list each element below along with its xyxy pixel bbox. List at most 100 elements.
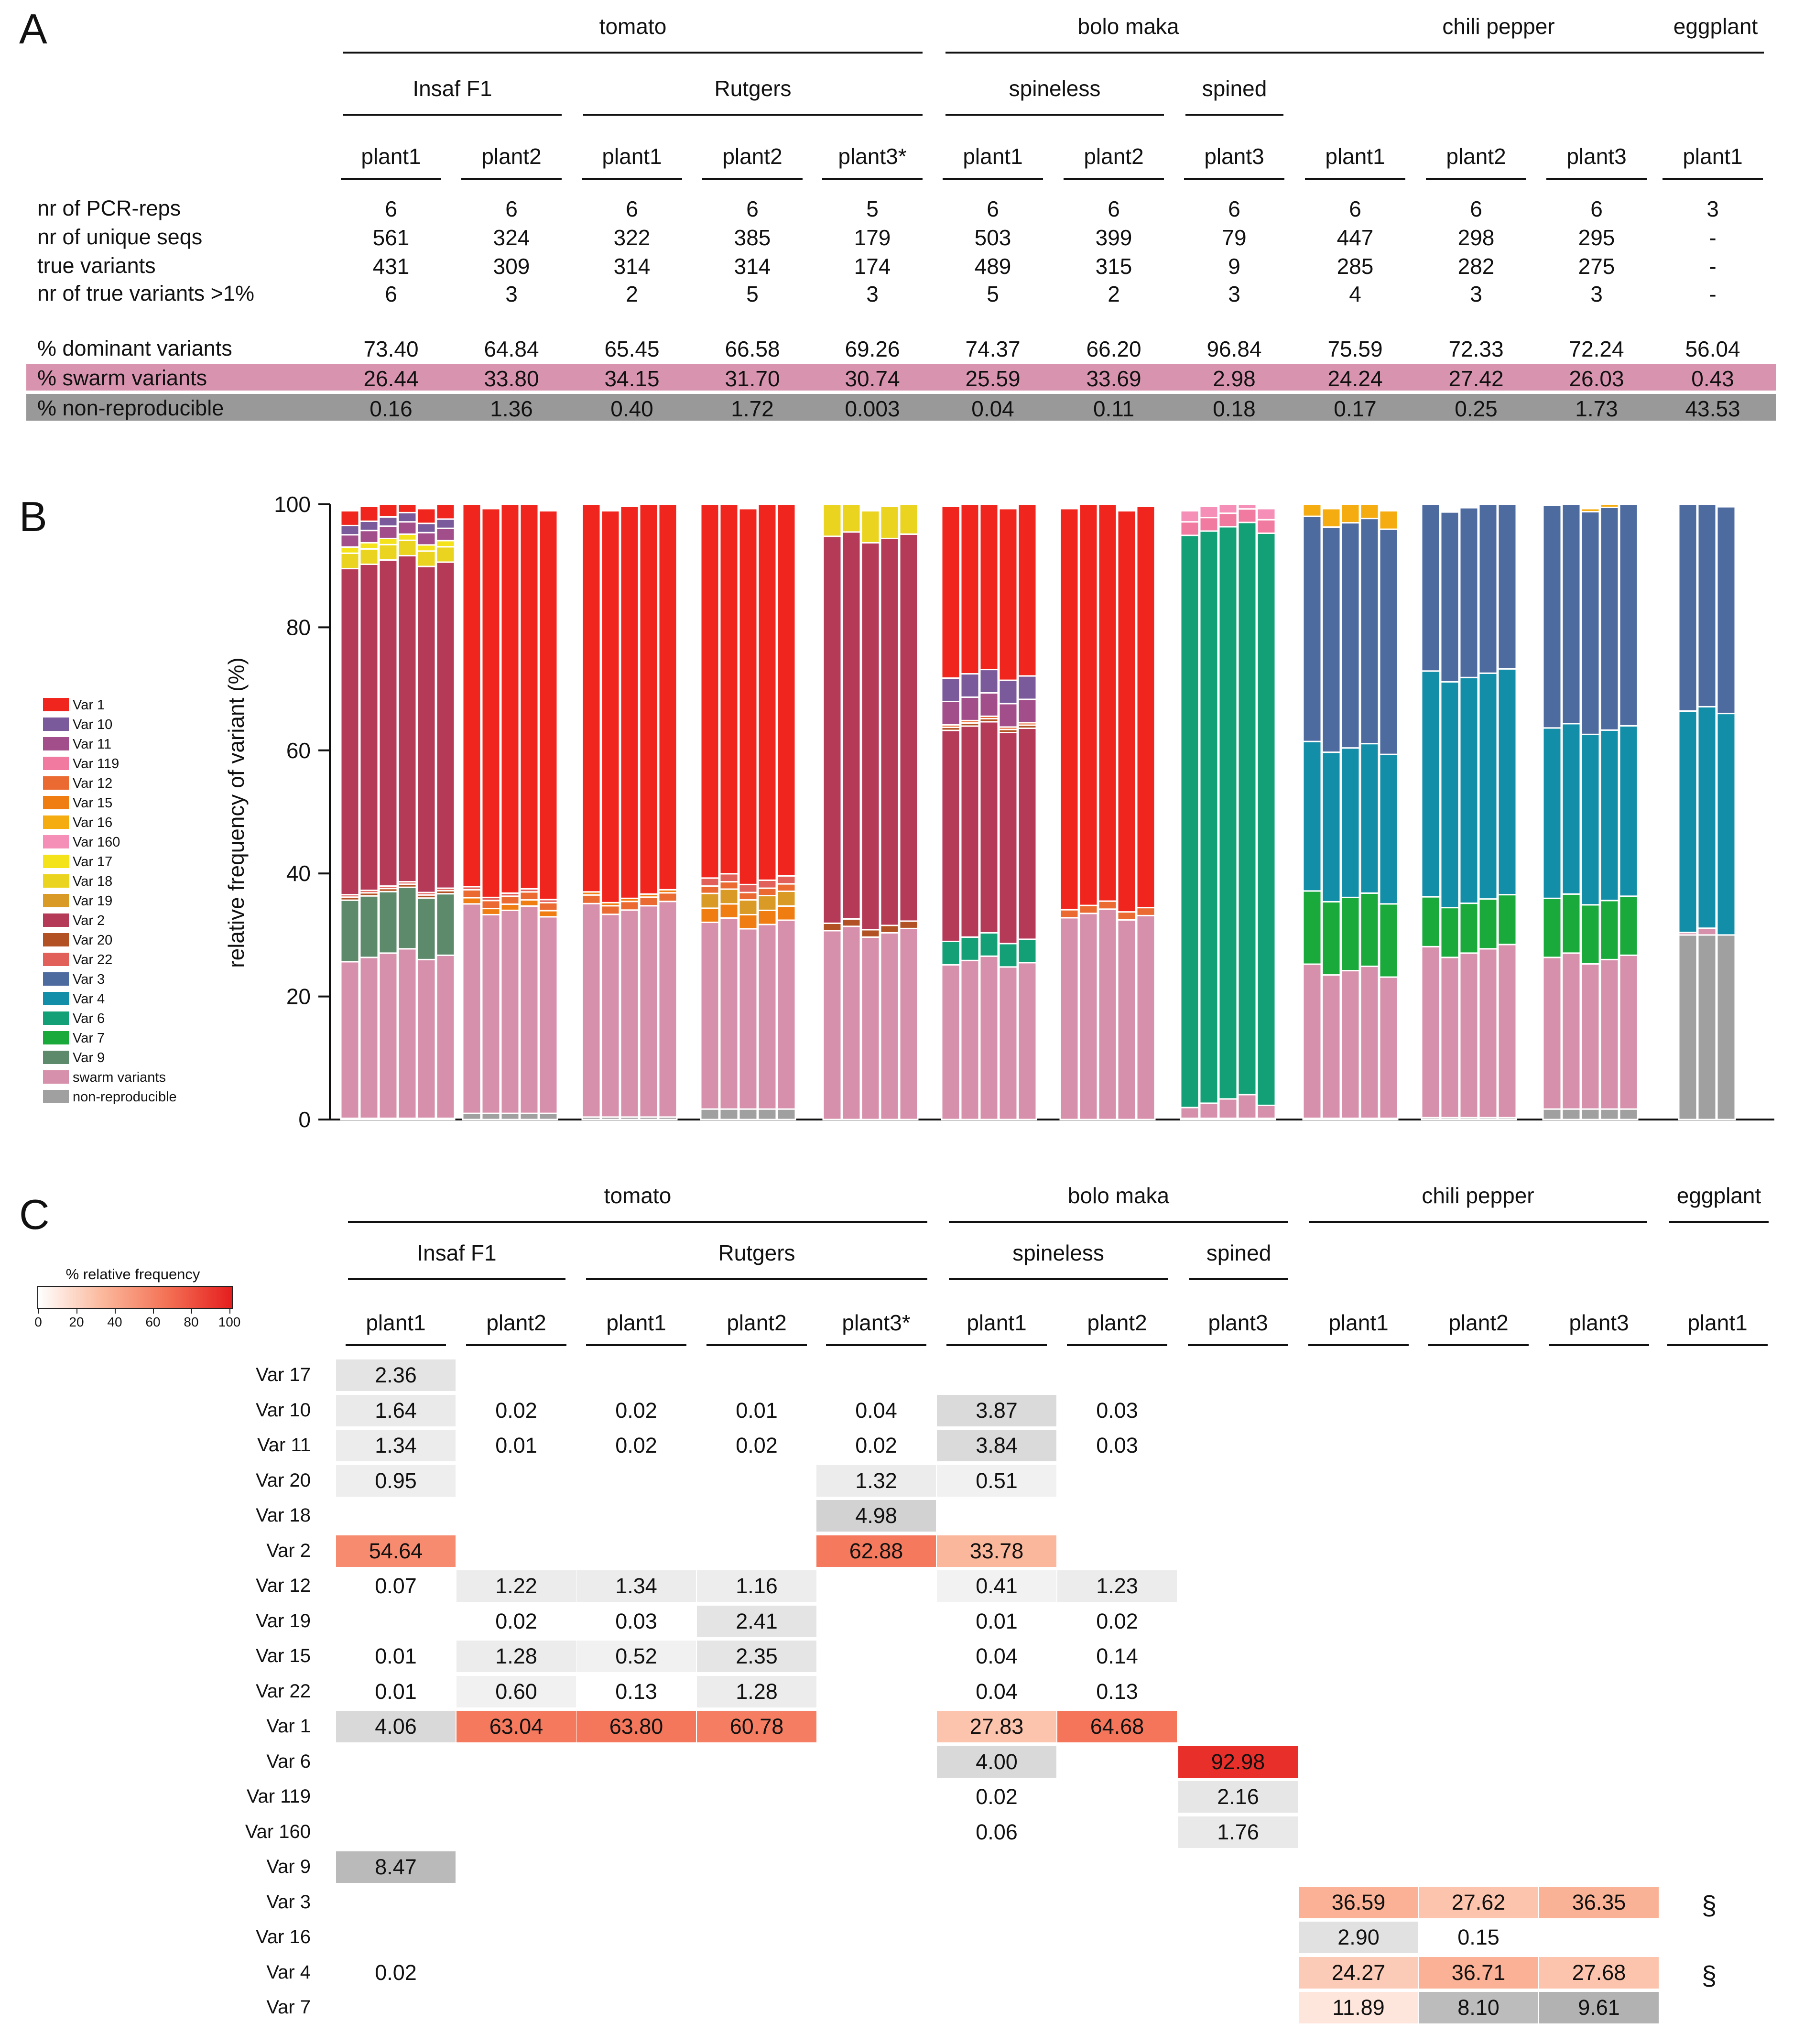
bar-segment (998, 966, 1018, 1120)
variety-underline (586, 1278, 927, 1280)
heatmap-cell: 0.14 (1096, 1644, 1138, 1668)
bar-segment (1218, 1117, 1238, 1120)
table-cell: 0.18 (1213, 396, 1256, 421)
table-cell: 74.37 (965, 337, 1021, 361)
heatmap-row-label: Var 17 (256, 1364, 311, 1385)
bar-segment (1321, 526, 1341, 753)
bar-segment (941, 964, 961, 1120)
bar-segment (979, 955, 999, 1120)
bar-segment (600, 902, 620, 907)
bar-segment (1619, 503, 1639, 727)
bar-segment (481, 508, 501, 898)
bar-segment (1321, 751, 1341, 902)
heatmap-cell: 4.98 (816, 1500, 936, 1532)
bar-segment (1359, 1117, 1380, 1120)
bar-segment (941, 506, 961, 679)
plant-underline (461, 178, 562, 180)
bar-segment (416, 544, 436, 552)
bar-segment (378, 952, 398, 1119)
bar-segment (1619, 954, 1639, 1110)
bar-segment (776, 875, 796, 885)
y-tick-label: 80 (286, 615, 311, 640)
bar-segment (1117, 919, 1137, 1120)
crop-underline (1305, 52, 1692, 54)
table-cell: 489 (974, 254, 1011, 279)
bar-segment (1561, 952, 1581, 1110)
bar-segment (998, 679, 1018, 705)
legend-swatch (43, 776, 69, 790)
table-cell: 285 (1337, 254, 1374, 279)
bar-segment (719, 917, 739, 1110)
bar-segment (538, 902, 558, 912)
bar-segment (1440, 510, 1460, 513)
legend-label: Var 15 (73, 795, 112, 811)
variety-underline (343, 114, 562, 116)
bar-segment (500, 895, 520, 905)
bar-segment (397, 883, 417, 888)
plant-label: plant1 (967, 1310, 1027, 1335)
table-cell: 64.84 (484, 337, 539, 361)
bar-segment (1078, 503, 1098, 906)
bar-segment (1497, 944, 1517, 1119)
bar-segment (1302, 1117, 1322, 1120)
crop-label: tomato (604, 1183, 672, 1208)
heatmap-cell: 8.10 (1419, 1992, 1538, 2023)
table-cell: 0.40 (610, 396, 653, 421)
bar-segment (1017, 675, 1037, 700)
bar-segment (435, 887, 456, 892)
bar-segment (700, 907, 720, 924)
legend-label: Var 20 (73, 933, 112, 948)
bar-segment (435, 954, 456, 1119)
heatmap-cell: 0.13 (1096, 1679, 1138, 1704)
heatmap-cell: 9.61 (1539, 1992, 1659, 2023)
scale-tick-mark (229, 1308, 230, 1314)
bar-segment (822, 922, 842, 932)
bar-segment (719, 1108, 739, 1120)
bar-segment (960, 503, 980, 675)
bar-segment (519, 503, 539, 890)
bar-segment (519, 891, 539, 901)
bar-segment (1459, 1117, 1479, 1120)
bar-segment (1218, 1098, 1238, 1119)
bar-segment (700, 877, 720, 887)
crop-label: bolo maka (1067, 1183, 1170, 1208)
table-cell: 26.44 (363, 366, 419, 391)
heatmap-cell: 24.27 (1299, 1957, 1418, 1989)
bar-segment (960, 725, 980, 938)
heatmap-cell: 0.04 (976, 1679, 1018, 1704)
bar-segment (1542, 957, 1562, 1110)
heatmap-cell: 0.15 (1457, 1925, 1500, 1949)
bar-segment (481, 896, 501, 902)
table-cell: 6 (626, 196, 638, 221)
bar-segment (776, 503, 796, 877)
bar-segment (1440, 1117, 1460, 1120)
bar-segment (519, 905, 539, 1114)
bar-segment (397, 539, 417, 556)
section-mark: § (1702, 1960, 1717, 1990)
heatmap-row-label: Var 12 (256, 1575, 311, 1596)
bar-segment (1321, 1117, 1341, 1120)
bar-segment (822, 535, 842, 924)
bar-segment (1716, 934, 1736, 1120)
bar-segment (960, 719, 980, 724)
bar-segment (658, 503, 678, 891)
bar-segment (1340, 503, 1360, 524)
bar-segment (738, 899, 758, 915)
bar-segment (979, 503, 999, 671)
legend-label: Var 7 (73, 1031, 105, 1046)
table-cell: 295 (1578, 225, 1615, 250)
bar-segment (397, 521, 417, 535)
bar-segment (340, 524, 360, 536)
heatmap-cell: 27.83 (937, 1711, 1056, 1742)
bar-segment (1017, 938, 1037, 964)
bar-segment (619, 909, 640, 1118)
bar-segment (1478, 1117, 1498, 1120)
bar-segment (378, 537, 398, 545)
bar-segment (600, 905, 620, 915)
plant-label: plant3* (838, 144, 907, 169)
bar-segment (1180, 1117, 1200, 1120)
bar-segment (378, 544, 398, 561)
variety-label: Rutgers (714, 76, 792, 101)
bar-segment (1359, 892, 1380, 968)
bar-segment (359, 506, 379, 522)
